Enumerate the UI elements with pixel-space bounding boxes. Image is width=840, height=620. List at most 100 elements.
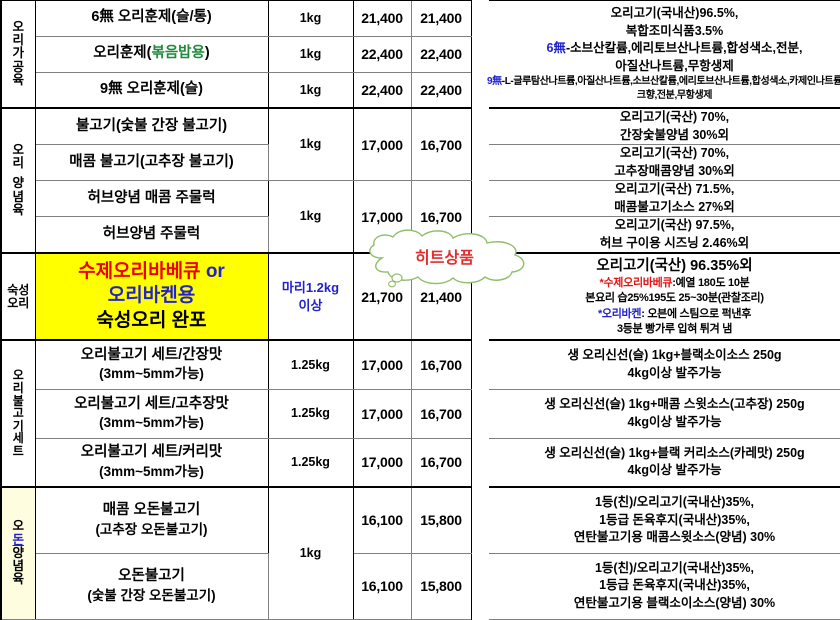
product-name-tail: ) bbox=[204, 45, 210, 62]
category-char: 양 bbox=[12, 176, 24, 191]
table-row[interactable]: 오리훈제(볶음밥용) 1kg 22,400 22,400 bbox=[1, 35, 840, 73]
price-secondary: 16,700 bbox=[410, 388, 472, 439]
price-secondary: 16,700 bbox=[410, 437, 472, 488]
product-name-text: 오리불고기 세트/고추장맛 bbox=[74, 395, 229, 412]
table-row[interactable]: 허브양념 매콤 주물럭 1kg 17,000 16,700 오리고기(국산) 7… bbox=[1, 180, 840, 254]
price-secondary: 22,400 bbox=[410, 71, 472, 109]
category-char: 오 bbox=[12, 368, 24, 383]
ingredient-description: 오리고기(국내산)96.5%, 복합조미식품3.5% 6無-소브산칼륨,에리토브… bbox=[487, 0, 840, 109]
unit-cell: 1.25kg bbox=[267, 339, 354, 390]
category-char: 념 bbox=[12, 558, 24, 573]
category-char: 오 bbox=[12, 143, 24, 158]
product-name-text: 매콤 오돈불고기 bbox=[102, 502, 201, 519]
ingredient-description: 오리고기(국산) 70%, 고추장매콤양념 30%외 bbox=[489, 144, 840, 181]
table-row[interactable]: 오 리 가 공 육 6無 오리훈제(슬/통) 1kg 21,400 21,400… bbox=[0, 0, 840, 109]
product-name: 불고기(숯불 간장 불고기) bbox=[34, 107, 269, 145]
desc-line: 4kg이상 발주가능 bbox=[627, 463, 722, 478]
category-cell-duck-processed: 오 리 가 공 육 bbox=[0, 0, 36, 109]
product-name-sub: (3mm~5mm가능) bbox=[99, 415, 204, 431]
product-name: 9無 오리훈제(슬) bbox=[34, 71, 269, 109]
category-char: 육 bbox=[12, 72, 24, 87]
desc-line: 1등급 돈육후지(국내산)35%, bbox=[599, 512, 750, 527]
category-char: 양 bbox=[12, 545, 24, 560]
desc-line: 아질산나트륨,무항생제 bbox=[615, 58, 734, 73]
table-row[interactable]: 오리불고기 세트/고추장맛 (3mm~5mm가능) 1.25kg 17,000 … bbox=[1, 388, 840, 439]
desc-line: 크향,전분,무항생제 bbox=[636, 90, 713, 101]
price-primary: 17,000 bbox=[352, 339, 412, 390]
price-secondary: 16,700 bbox=[410, 107, 472, 181]
mark-9mu: 9無 bbox=[487, 76, 502, 87]
desc-line: 간장숯불양념 30%외 bbox=[620, 127, 729, 142]
category-cell-aged-duck: 숙성 오리 bbox=[0, 252, 36, 341]
price-primary: 22,400 bbox=[352, 35, 412, 73]
unit-cell: 1kg bbox=[267, 486, 354, 620]
table-row[interactable]: 오리불고기 세트/커리맛 (3mm~5mm가능) 1.25kg 17,000 1… bbox=[1, 437, 840, 488]
category-cell-duck-bulgogi-set: 오 리 불 고 기 세 트 bbox=[0, 339, 36, 488]
price-primary: 21,400 bbox=[352, 0, 412, 37]
price-primary: 17,000 bbox=[352, 437, 412, 488]
unit-cell: 1kg bbox=[267, 107, 354, 181]
ingredient-description: 생 오리신선(슬) 1kg+블랙소이소스 250g 4kg이상 발주가능 bbox=[489, 339, 840, 390]
category-char: 오 bbox=[12, 519, 24, 534]
table-row[interactable]: 9無 오리훈제(슬) 1kg 22,400 22,400 bbox=[1, 71, 840, 109]
unit-cell: 1kg bbox=[267, 71, 354, 109]
product-name: 매콤 불고기(고추장 불고기) bbox=[34, 144, 269, 181]
desc-line-text: : 오븐에 스팀으로 퍽낸후 bbox=[641, 307, 752, 320]
category-char: 리 bbox=[12, 33, 24, 48]
price-primary: 16,100 bbox=[352, 486, 412, 554]
mark-6mu: 6無 bbox=[546, 41, 566, 55]
spacer-cell bbox=[470, 487, 489, 619]
desc-line: 매콤불고기소스 27%외 bbox=[614, 199, 735, 214]
product-name-text: 오리불고기 세트/간장맛 bbox=[80, 346, 223, 363]
unit-line: 이상 bbox=[298, 297, 323, 313]
price-secondary: 22,400 bbox=[410, 35, 472, 73]
product-name: 오리불고기 세트/고추장맛 (3mm~5mm가능) bbox=[34, 388, 269, 439]
category-cell-duck-seasoned: 오 리 양 념 육 bbox=[0, 107, 36, 254]
unit-cell: 1kg bbox=[267, 35, 354, 73]
desc-line: 오리고기(국내산)96.5%, bbox=[610, 6, 739, 20]
spacer-cell bbox=[470, 108, 489, 253]
desc-line: 오리고기(국산) 71.5%, bbox=[614, 182, 735, 196]
category-char: 육 bbox=[12, 571, 24, 586]
desc-line: 1등급 돈육후지(국내산)35%, bbox=[599, 578, 750, 593]
cook-label-bbq: *수제오리바베큐 bbox=[599, 276, 673, 289]
desc-line: 1등(친)/오리고기(국내산)35%, bbox=[594, 495, 755, 509]
desc-line: 허브 구이용 시즈닝 2.46%외 bbox=[599, 235, 750, 250]
category-char: 가 bbox=[12, 46, 24, 61]
product-name-text: 오리불고기 세트/커리맛 bbox=[80, 444, 223, 461]
product-name-sub: (3mm~5mm가능) bbox=[99, 366, 204, 382]
category-char: 불 bbox=[12, 393, 24, 408]
ingredient-description: 생 오리신선(슬) 1kg+매콤 스윗소스(고추장) 250g 4kg이상 발주… bbox=[489, 388, 840, 439]
table-row-featured[interactable]: 숙성 오리 수제오리바베큐 or 오리바켄용 숙성오리 완포 마리1.2kg 이… bbox=[0, 252, 840, 341]
price-secondary: 21,400 bbox=[410, 0, 472, 37]
category-cell-duck-pork-seasoned: 오 돈 양 념 육 bbox=[0, 486, 36, 620]
table-row[interactable]: 오돈불고기 (숯불 간장 오돈불고기) 16,100 15,800 1등(친)/… bbox=[1, 552, 840, 620]
price-primary: 21,700 bbox=[352, 252, 412, 341]
product-name: 6無 오리훈제(슬/통) bbox=[34, 0, 269, 37]
product-name-sub: (숯불 간장 오돈불고기) bbox=[87, 587, 216, 603]
table-row[interactable]: 허브양념 주물럭 오리고기(국산) 97.5%, 허브 구이용 시즈닝 2.46… bbox=[1, 216, 840, 254]
featured-line-1: 수제오리바베큐 or bbox=[36, 260, 268, 284]
product-name-text: 오돈불고기 bbox=[118, 568, 185, 585]
price-secondary: 16,700 bbox=[410, 339, 472, 390]
featured-line-2: 오리바켄용 bbox=[107, 285, 196, 307]
product-name: 허브양념 매콤 주물럭 bbox=[34, 180, 269, 217]
category-char: 육 bbox=[12, 202, 24, 217]
table-row[interactable]: 오 리 양 념 육 불고기(숯불 간장 불고기) 1kg 17,000 16,7… bbox=[0, 107, 840, 254]
price-primary: 22,400 bbox=[352, 71, 412, 109]
table-row[interactable]: 오 돈 양 념 육 매콤 오돈불고기 (고추장 오돈불고기) 1kg 16,10… bbox=[0, 486, 840, 620]
category-char: 리 bbox=[12, 156, 24, 171]
category-char: 숙성 bbox=[7, 282, 30, 297]
category-char: 트 bbox=[12, 443, 24, 458]
cook-label-baken: *오리바켄 bbox=[597, 307, 642, 320]
unit-cell: 1kg bbox=[267, 0, 354, 37]
spacer-cell bbox=[470, 253, 489, 340]
desc-line: 고추장매콤양념 30%외 bbox=[614, 163, 735, 178]
featured-product-name[interactable]: 수제오리바베큐 or 오리바켄용 숙성오리 완포 bbox=[34, 252, 269, 341]
spacer-cell bbox=[470, 340, 489, 487]
ingredient-description: 오리고기(국산) 71.5%, 매콤불고기소스 27%외 bbox=[489, 180, 840, 217]
table-row[interactable]: 오 리 불 고 기 세 트 오리불고기 세트/간장맛 (3mm~5mm가능) 1… bbox=[0, 339, 840, 488]
product-name-sub: (고추장 오돈불고기) bbox=[95, 521, 208, 537]
